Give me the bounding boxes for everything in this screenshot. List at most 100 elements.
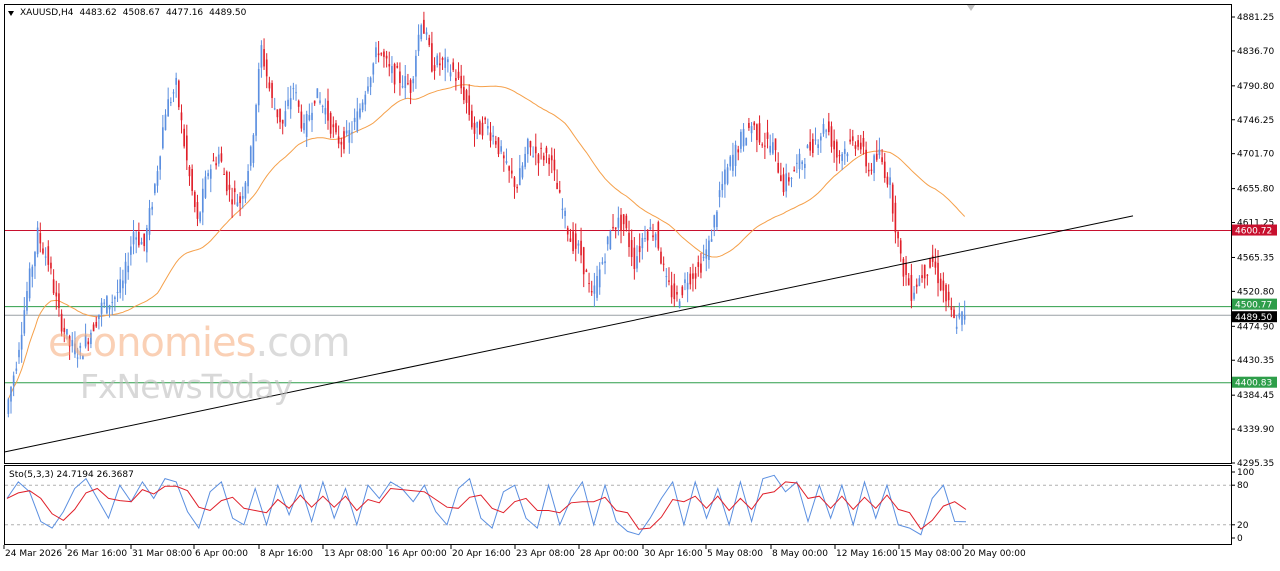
candle-body — [249, 146, 252, 166]
time-tick-label: 8 Apr 16:00 — [260, 549, 313, 559]
candle-body — [82, 355, 84, 360]
candle-body — [143, 233, 146, 247]
candle-body — [332, 124, 335, 128]
candle-body — [630, 240, 633, 258]
candle-body — [185, 135, 188, 161]
candle-body — [351, 132, 353, 134]
candle-body — [862, 137, 865, 147]
price-tick-label: 4474.90 — [1237, 322, 1274, 332]
candle-body — [814, 139, 817, 141]
candle-body — [622, 214, 625, 225]
time-tick-label: 16 Apr 00:00 — [388, 549, 447, 559]
level-tag-label: 4500.77 — [1235, 301, 1272, 311]
candle-body — [225, 171, 228, 192]
candle-body — [377, 53, 380, 56]
candle-body — [516, 186, 518, 189]
candle-body — [319, 100, 321, 104]
candle-body — [915, 284, 918, 287]
candle-body — [811, 139, 814, 154]
sto-tick-label: 100 — [1237, 468, 1254, 478]
time-axis: 24 Mar 2026 26 Mar 16:00 31 Mar 08:00 6 Apr… — [3, 545, 1026, 559]
candle-body — [34, 252, 36, 267]
candle-body — [841, 154, 843, 161]
candle-body — [668, 280, 670, 282]
candle-body — [244, 182, 247, 199]
candle-body — [742, 128, 745, 147]
candle-body — [292, 88, 295, 90]
candles-group — [7, 11, 966, 418]
candle-body — [58, 293, 60, 308]
candle-body — [670, 285, 673, 298]
candle-body — [713, 215, 716, 228]
candle-body — [801, 161, 804, 165]
candle-body — [734, 144, 737, 166]
candle-body — [859, 142, 862, 150]
candle-body — [537, 154, 540, 164]
candle-body — [380, 53, 383, 55]
candle-body — [780, 175, 782, 182]
candle-body — [902, 258, 905, 277]
candle-body — [169, 102, 172, 104]
sto-tick-label: 20 — [1237, 521, 1249, 531]
candle-body — [923, 264, 926, 279]
candle-body — [689, 273, 692, 285]
candle-body — [953, 309, 955, 319]
level-tag — [1232, 311, 1277, 323]
candle-body — [849, 139, 851, 142]
candle-body — [439, 63, 441, 66]
candle-body — [750, 126, 753, 134]
candle-body — [42, 248, 44, 254]
candle-body — [886, 176, 889, 185]
moving-average-line — [7, 84, 966, 400]
candle-body — [931, 255, 934, 262]
candle-body — [766, 132, 769, 139]
candle-body — [92, 324, 95, 332]
candle-body — [300, 111, 303, 129]
candle-body — [542, 155, 545, 161]
candle-body — [321, 105, 324, 107]
price-tick-label: 4339.90 — [1237, 425, 1274, 435]
stochastic-group: 100 80 20 0 — [5, 468, 1254, 544]
candle-body — [513, 177, 516, 187]
candle-body — [614, 227, 617, 230]
price-tick-label: 4746.25 — [1237, 116, 1274, 126]
candle-body — [23, 310, 26, 334]
candle-body — [654, 234, 657, 241]
candle-body — [420, 25, 423, 40]
candle-body — [399, 71, 401, 84]
candle-body — [215, 163, 217, 166]
candle-body — [476, 122, 479, 128]
candle-body — [660, 251, 662, 264]
candle-body — [130, 246, 132, 255]
candle-body — [889, 177, 891, 185]
symbol-header[interactable]: XAUUSD,H4 4483.62 4508.67 4477.16 4489.5… — [8, 8, 246, 18]
candle-body — [460, 75, 463, 89]
candle-body — [348, 130, 351, 143]
candle-body — [825, 130, 827, 132]
candle-body — [15, 368, 18, 371]
candle-body — [540, 147, 542, 149]
candle-body — [308, 115, 311, 121]
candle-body — [777, 162, 780, 173]
candle-body — [508, 166, 510, 171]
candle-body — [207, 173, 209, 177]
candle-body — [649, 227, 652, 230]
candle-body — [641, 237, 644, 249]
candle-body — [934, 261, 937, 268]
candle-body — [961, 311, 963, 325]
candle-body — [612, 226, 614, 229]
candle-body — [313, 100, 316, 104]
level-tag-label: 4400.83 — [1235, 379, 1272, 389]
candle-body — [122, 280, 124, 289]
dropdown-triangle-icon[interactable] — [8, 10, 14, 16]
candle-body — [191, 169, 193, 191]
chart-shift-marker[interactable] — [967, 5, 975, 11]
candle-body — [774, 138, 777, 151]
candle-body — [28, 268, 31, 299]
candle-body — [223, 173, 225, 175]
candle-body — [449, 72, 452, 77]
candle-body — [252, 135, 255, 163]
candle-body — [700, 263, 702, 273]
candle-body — [950, 306, 953, 310]
candle-body — [329, 113, 332, 134]
